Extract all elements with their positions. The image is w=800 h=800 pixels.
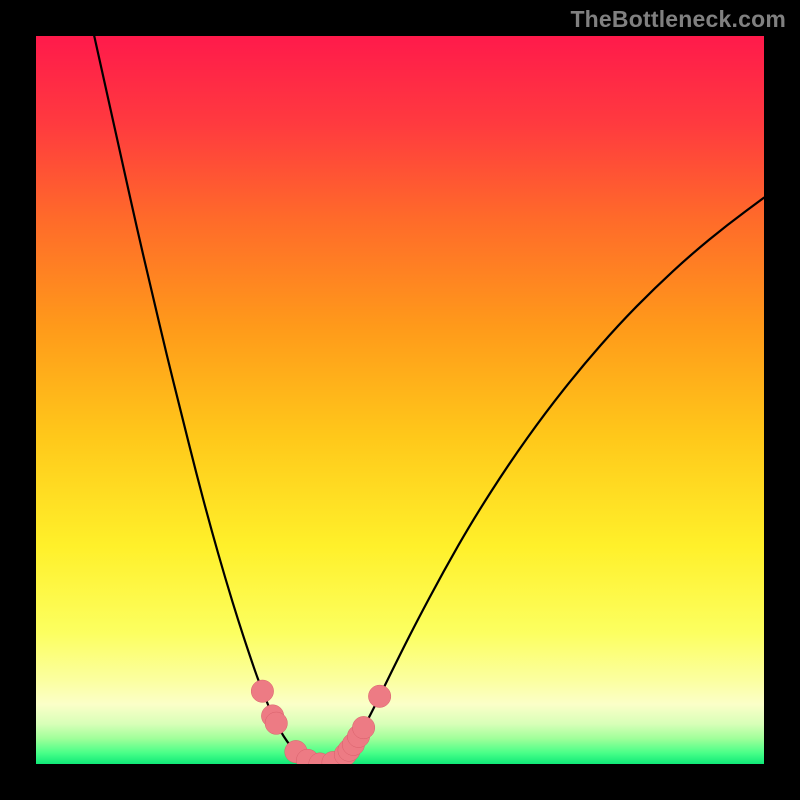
watermark-text: TheBottleneck.com bbox=[570, 6, 786, 33]
data-marker bbox=[368, 685, 390, 707]
data-marker bbox=[265, 712, 287, 734]
bottleneck-chart-svg bbox=[0, 0, 800, 800]
data-marker bbox=[352, 716, 374, 738]
data-marker bbox=[251, 680, 273, 702]
chart-container: TheBottleneck.com bbox=[0, 0, 800, 800]
